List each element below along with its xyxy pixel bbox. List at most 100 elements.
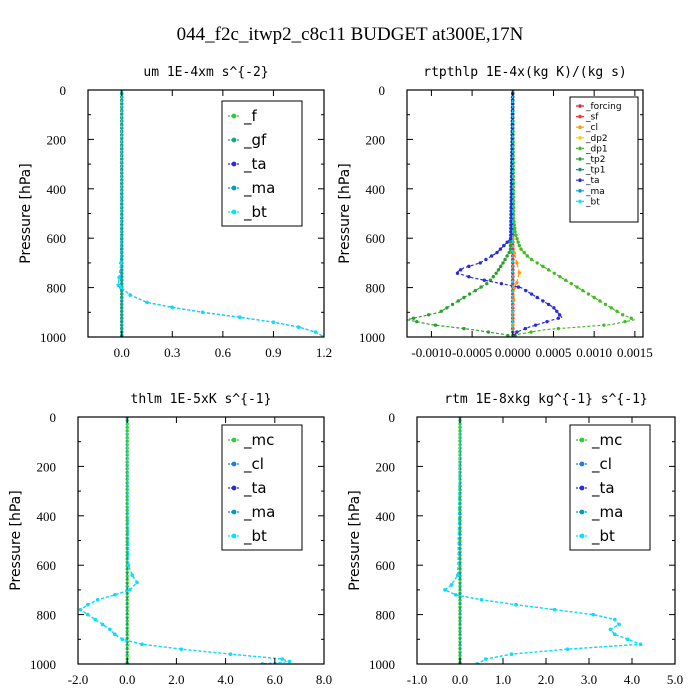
data-point [515,236,519,241]
data-point [125,439,129,443]
data-point [297,325,301,329]
data-point [228,652,233,656]
y-tick-label: 0 [50,410,57,425]
data-point [120,302,124,307]
data-point [509,652,514,656]
legend-label: _ma [243,179,275,198]
data-point [524,288,528,293]
data-point [93,617,97,622]
legend-label: _tp2 [585,155,605,165]
x-tick-label: -1.0 [407,672,428,687]
y-tick-label: 600 [366,231,386,246]
data-point [458,550,462,554]
data-point [117,276,121,280]
data-point [533,323,538,327]
data-point [120,271,124,275]
legend-marker [231,209,237,215]
data-point [509,230,513,234]
data-point [445,306,449,310]
data-point [458,640,462,644]
data-point [119,261,123,265]
data-point [200,310,205,314]
legend-marker [231,137,237,143]
data-point [458,539,462,544]
data-point [462,295,466,300]
data-point [535,295,539,300]
legend-label: _cl [591,455,612,474]
x-tick-label: 1.0 [495,672,511,687]
data-point [271,320,276,324]
data-point [557,313,562,317]
data-point [458,584,462,589]
data-point [458,563,462,568]
data-point [120,281,124,286]
data-point [506,333,510,337]
data-point [569,281,574,286]
data-point [511,257,515,262]
legend-marker [578,189,582,193]
data-point [546,302,551,307]
panel-title: thlm 1E-5xK s^{-1} [131,392,272,407]
data-point [515,261,519,265]
legend: _mc _cl _ta _ma _bt [569,424,651,551]
data-point [509,233,513,237]
panel-title: um 1E-4xm s^{-2} [143,65,268,80]
y-tick-label: 1000 [359,330,385,345]
data-point [519,247,523,251]
legend-label: _mc [243,431,274,450]
data-point [458,553,462,558]
data-point [545,319,549,324]
data-point [592,295,596,300]
legend-label: _ma [591,503,623,522]
x-tick-label: 0.6 [215,345,232,360]
data-point [505,240,509,244]
legend: _f _gf _ta _ma _bt [221,100,303,227]
series-group [78,417,292,664]
y-tick-label: 400 [47,182,67,197]
legend-label: _ta [243,479,267,498]
data-point [478,261,482,265]
y-tick-label: 0 [389,410,396,425]
legend-label: _ma [243,503,275,522]
data-point [456,573,460,577]
data-point [458,598,462,602]
data-point [514,603,518,607]
legend-label: _bt [243,203,267,222]
y-tick-label: 600 [376,558,396,573]
data-point [433,323,438,327]
data-point [485,281,489,286]
data-point [603,302,608,307]
data-point [535,261,539,265]
data-point [443,588,447,592]
y-tick-label: 400 [376,509,396,524]
x-tick-label: 0.0005 [536,345,572,360]
data-point [415,319,419,324]
y-tick-label: 1000 [30,657,56,672]
data-point [626,637,630,641]
data-point [514,233,518,237]
data-point [108,627,112,632]
y-axis-label: Pressure [hPa] [18,163,34,263]
legend: _mc _cl _ta _ma _bt [221,424,303,551]
y-tick-label: 800 [47,281,67,296]
data-point [145,300,149,305]
data-point [615,309,619,314]
data-point [512,226,517,231]
y-tick-label: 400 [37,509,57,524]
data-point [503,257,507,262]
data-point [170,305,174,310]
data-point [456,299,460,303]
panel-title: rtm 1E-8xkg kg^{-1} s^{-1} [444,392,648,407]
data-point [467,292,472,296]
data-point [512,223,517,227]
data-point [458,529,462,533]
data-point [484,657,488,661]
data-point [586,292,591,296]
panel-4: rtm 1E-8xkg kg^{-1} s^{-1} Pressure [hPa]… [347,392,683,687]
legend-marker [579,533,585,539]
data-point [486,330,491,334]
data-point [95,598,100,602]
data-point [100,622,105,627]
legend-label: _sf [585,113,599,123]
